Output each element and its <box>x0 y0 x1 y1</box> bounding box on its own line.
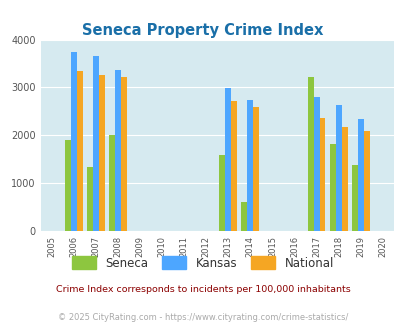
Bar <box>329 144 335 231</box>
Bar <box>357 119 363 231</box>
Bar <box>313 97 319 231</box>
Bar <box>93 56 98 231</box>
Bar <box>225 88 231 231</box>
Bar <box>77 71 83 231</box>
Text: Seneca Property Crime Index: Seneca Property Crime Index <box>82 23 323 38</box>
Bar <box>241 202 247 231</box>
Text: © 2025 CityRating.com - https://www.cityrating.com/crime-statistics/: © 2025 CityRating.com - https://www.city… <box>58 313 347 322</box>
Bar <box>351 165 357 231</box>
Bar <box>335 105 341 231</box>
Bar <box>98 75 104 231</box>
Bar <box>109 135 115 231</box>
Text: Crime Index corresponds to incidents per 100,000 inhabitants: Crime Index corresponds to incidents per… <box>55 285 350 294</box>
Bar <box>231 101 237 231</box>
Bar <box>70 51 77 231</box>
Bar <box>219 155 225 231</box>
Legend: Seneca, Kansas, National: Seneca, Kansas, National <box>67 252 338 274</box>
Bar <box>121 77 126 231</box>
Bar <box>363 131 369 231</box>
Bar <box>307 77 313 231</box>
Bar <box>115 70 121 231</box>
Bar <box>65 140 70 231</box>
Bar <box>319 117 325 231</box>
Bar <box>253 107 259 231</box>
Bar <box>87 167 93 231</box>
Bar <box>341 127 347 231</box>
Bar <box>247 100 253 231</box>
